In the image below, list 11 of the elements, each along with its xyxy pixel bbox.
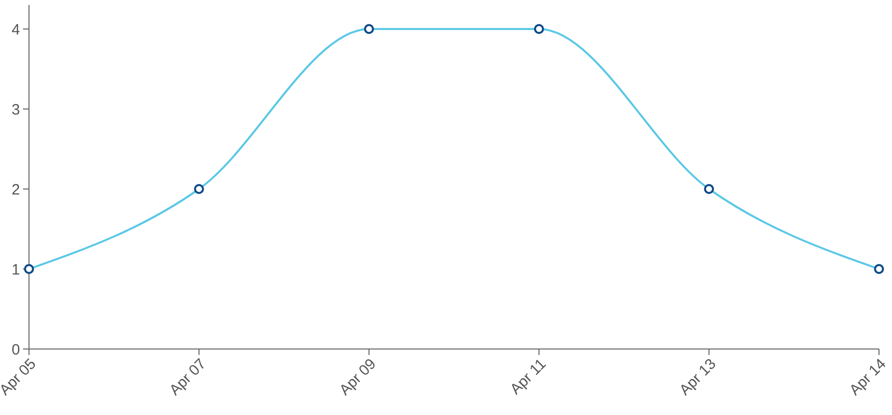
y-tick-label: 0	[12, 341, 20, 358]
x-tick-label: Apr 09	[336, 356, 380, 399]
y-tick-label: 1	[12, 261, 20, 278]
x-tick-label: Apr 14	[846, 356, 890, 399]
x-tick-label: Apr 07	[166, 356, 210, 399]
x-tick-label: Apr 11	[507, 356, 550, 398]
y-tick-label: 4	[12, 21, 20, 38]
y-tick-label: 2	[12, 181, 20, 198]
x-tick-label: Apr 05	[0, 356, 40, 399]
y-tick-label: 3	[12, 101, 20, 118]
x-tick-label: Apr 13	[676, 356, 720, 399]
